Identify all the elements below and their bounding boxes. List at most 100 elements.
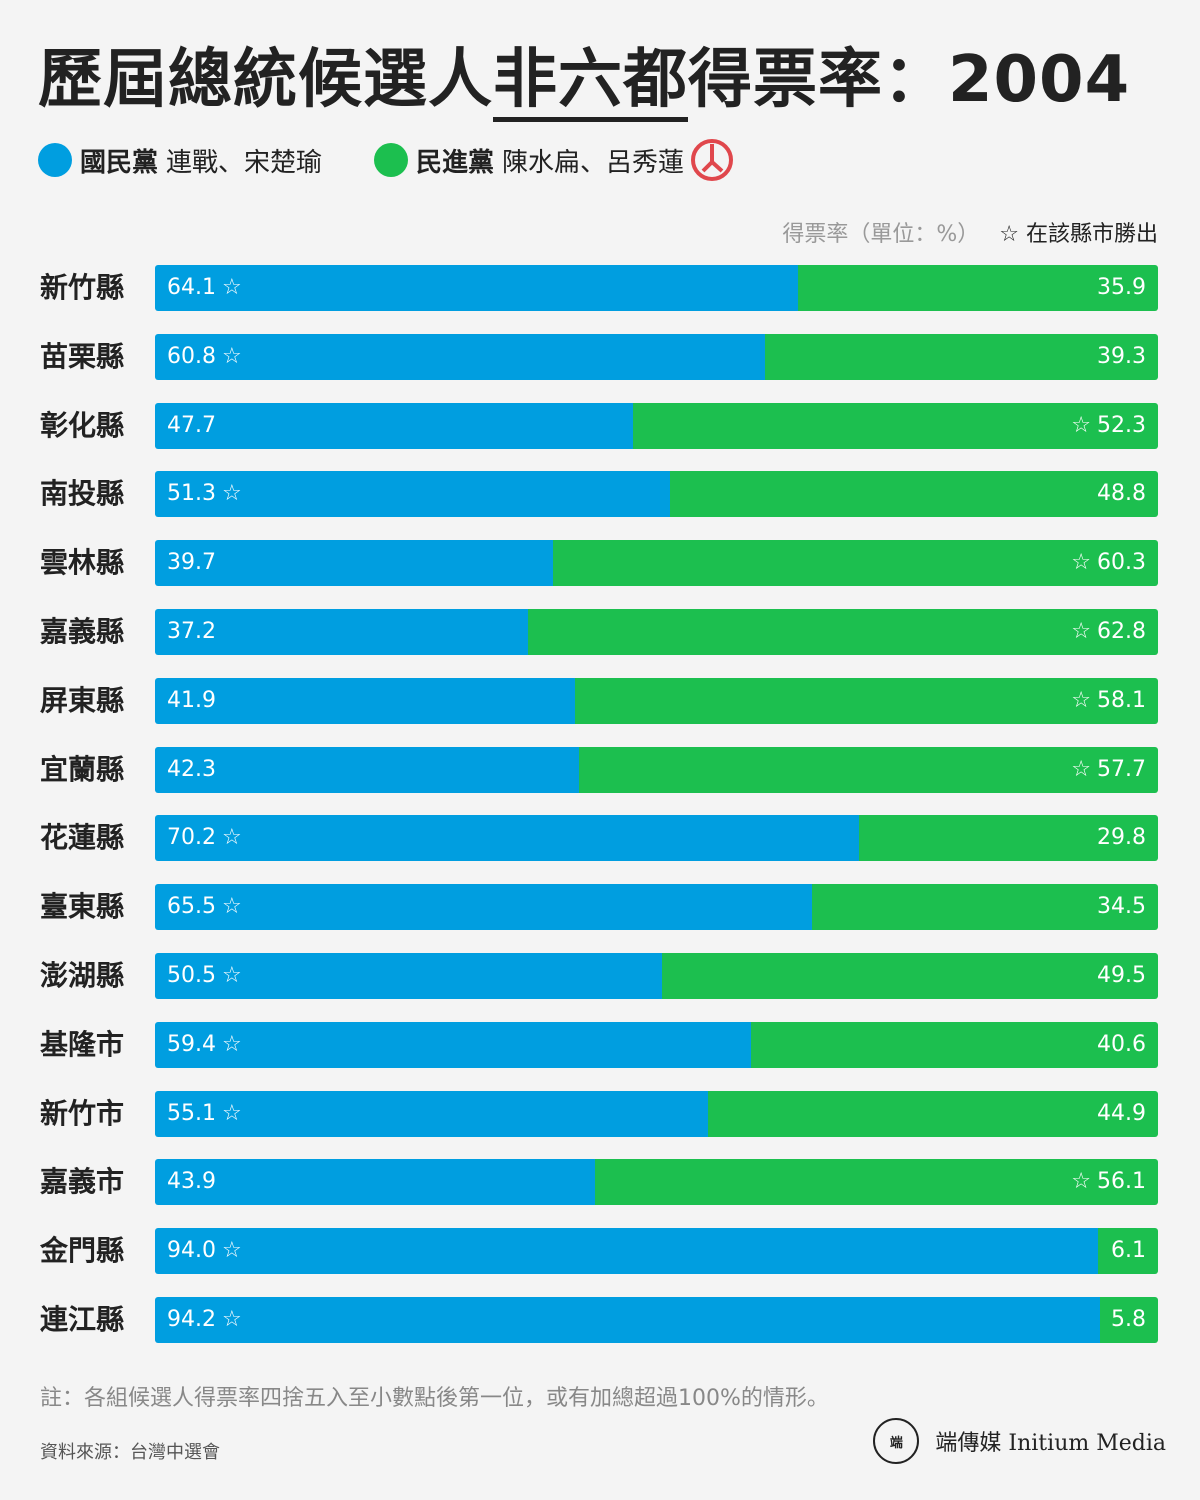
stacked-bar: 60.8 ☆ 39.3 xyxy=(155,333,1158,380)
value-label-kmt: 39.7 xyxy=(167,550,216,576)
bar-segment-kmt: 42.3 xyxy=(155,746,580,793)
value-label-kmt: 50.5 ☆ xyxy=(167,963,242,988)
source-note: 資料來源：台灣中選會 xyxy=(40,1442,220,1463)
unit-note: 得票率（單位：%） ☆ 在該縣市勝出 xyxy=(782,216,1158,248)
bar-segment-dpp: 34.5 xyxy=(811,884,1158,931)
value-label-kmt: 60.8 ☆ xyxy=(167,343,242,369)
category-label: 新竹市 xyxy=(40,1096,125,1130)
title-part-2-underlined: 非六都 xyxy=(493,43,688,122)
legend-party-kmt: 國民黨 xyxy=(80,147,159,178)
bar-row: 基隆市 59.4 ☆ 40.6 xyxy=(0,1021,1200,1068)
stacked-bar: 39.7 ☆ 60.3 xyxy=(155,540,1158,587)
dpp-color-dot xyxy=(374,143,409,177)
category-label: 屏東縣 xyxy=(40,683,125,717)
winner-star-icon: ☆ xyxy=(221,1031,242,1057)
bar-row: 金門縣 94.0 ☆ 6.1 xyxy=(0,1228,1200,1275)
bar-segment-kmt: 41.9 xyxy=(155,677,576,724)
category-label: 連江縣 xyxy=(40,1303,125,1336)
bar-segment-kmt: 47.7 xyxy=(155,402,634,449)
winner-star-icon: ☆ xyxy=(1071,619,1092,644)
value-label-dpp: ☆ 52.3 xyxy=(1071,412,1146,438)
winner-star-icon: ☆ xyxy=(221,1238,242,1264)
bar-row: 新竹市 55.1 ☆ 44.9 xyxy=(0,1090,1200,1137)
legend-candidates-dpp: 陳水扁、呂秀蓮 xyxy=(502,147,685,178)
stacked-bar: 51.3 ☆ 48.8 xyxy=(155,471,1158,518)
bar-segment-dpp: ☆ 52.3 xyxy=(633,402,1158,449)
bar-row: 彰化縣 47.7 ☆ 52.3 xyxy=(0,402,1200,449)
value-label-dpp: ☆ 60.3 xyxy=(1071,550,1146,576)
footnote: 註：各組候選人得票率四捨五入至小數點後第一位，或有加總超過100%的情形。 xyxy=(40,1386,829,1411)
stacked-bar: 94.2 ☆ 5.8 xyxy=(155,1297,1158,1343)
category-label: 嘉義縣 xyxy=(40,615,125,648)
legend-item-kmt: 國民黨 連戰、宋楚瑜 xyxy=(38,142,322,179)
bar-segment-dpp: ☆ 56.1 xyxy=(595,1159,1158,1206)
winner-star-icon: ☆ xyxy=(1071,687,1092,713)
category-label: 臺東縣 xyxy=(40,890,125,924)
bar-segment-dpp: 35.9 xyxy=(797,265,1158,311)
bar-row: 新竹縣 64.1 ☆ 35.9 xyxy=(0,265,1200,311)
winner-star-icon: ☆ xyxy=(221,343,242,369)
bar-row: 澎湖縣 50.5 ☆ 49.5 xyxy=(0,953,1200,999)
stacked-bar: 50.5 ☆ 49.5 xyxy=(155,953,1158,999)
value-label-dpp: 44.9 xyxy=(1097,1100,1146,1126)
legend: 國民黨 連戰、宋楚瑜 民進黨 陳水扁、呂秀蓮 xyxy=(38,138,786,182)
title-part-1: 歷屆總統候選人 xyxy=(38,43,493,117)
bar-segment-dpp: 44.9 xyxy=(707,1090,1158,1137)
bar-segment-kmt: 43.9 xyxy=(155,1159,596,1206)
bar-segment-kmt: 50.5 ☆ xyxy=(155,953,662,999)
value-label-kmt: 55.1 ☆ xyxy=(167,1100,242,1126)
value-label-dpp: ☆ 56.1 xyxy=(1071,1169,1146,1195)
category-label: 南投縣 xyxy=(40,477,125,511)
bar-row: 南投縣 51.3 ☆ 48.8 xyxy=(0,471,1200,518)
value-label-dpp: ☆ 62.8 xyxy=(1071,619,1146,644)
stacked-bar: 94.0 ☆ 6.1 xyxy=(155,1228,1158,1275)
stacked-bar: 59.4 ☆ 40.6 xyxy=(155,1021,1158,1068)
value-label-dpp: 40.6 xyxy=(1097,1031,1146,1057)
value-label-dpp: 34.5 xyxy=(1097,894,1146,920)
stacked-bar: 47.7 ☆ 52.3 xyxy=(155,402,1158,449)
bar-segment-kmt: 39.7 xyxy=(155,540,554,587)
kmt-color-dot xyxy=(38,143,72,177)
value-label-kmt: 42.3 xyxy=(167,756,216,782)
vote-stamp-icon xyxy=(691,139,734,181)
value-label-kmt: 59.4 ☆ xyxy=(167,1031,242,1057)
page-title: 歷屆總統候選人非六都得票率：2004 xyxy=(38,28,1130,122)
category-label: 基隆市 xyxy=(40,1027,125,1061)
bar-segment-dpp: ☆ 60.3 xyxy=(553,540,1158,587)
brand-name: 端傳媒 Initium Media xyxy=(935,1431,1166,1456)
bar-segment-dpp: ☆ 57.7 xyxy=(579,746,1158,793)
category-label: 澎湖縣 xyxy=(40,959,125,992)
value-label-dpp: 29.8 xyxy=(1097,825,1146,851)
legend-item-dpp: 民進黨 陳水扁、呂秀蓮 xyxy=(374,138,734,182)
value-label-kmt: 94.0 ☆ xyxy=(167,1238,242,1264)
bar-row: 臺東縣 65.5 ☆ 34.5 xyxy=(0,884,1200,931)
value-label-dpp: 48.8 xyxy=(1097,481,1146,507)
bar-segment-kmt: 51.3 ☆ xyxy=(155,471,670,518)
bar-row: 連江縣 94.2 ☆ 5.8 xyxy=(0,1297,1200,1343)
value-label-dpp: ☆ 57.7 xyxy=(1071,756,1146,782)
value-label-kmt: 41.9 xyxy=(167,687,216,713)
category-label: 宜蘭縣 xyxy=(40,752,125,786)
value-label-kmt: 43.9 xyxy=(167,1169,216,1195)
stacked-bar: 65.5 ☆ 34.5 xyxy=(155,884,1158,931)
bar-row: 花蓮縣 70.2 ☆ 29.8 xyxy=(0,815,1200,862)
winner-star-icon: ☆ xyxy=(221,894,242,920)
category-label: 苗栗縣 xyxy=(40,339,125,373)
value-label-kmt: 64.1 ☆ xyxy=(167,275,242,300)
category-label: 新竹縣 xyxy=(40,271,125,304)
bar-segment-kmt: 37.2 xyxy=(155,609,529,655)
value-label-kmt: 70.2 ☆ xyxy=(167,825,242,851)
brand: 端 端傳媒 Initium Media xyxy=(873,1416,1166,1466)
category-label: 嘉義市 xyxy=(40,1165,125,1199)
category-label: 雲林縣 xyxy=(40,546,125,580)
winner-star-icon: ☆ xyxy=(221,275,242,300)
winner-star-icon: ☆ xyxy=(221,1307,242,1332)
bar-segment-kmt: 65.5 ☆ xyxy=(155,884,812,931)
winner-star-icon: ☆ xyxy=(221,1100,242,1126)
winner-star-icon: ☆ xyxy=(1071,756,1092,782)
bar-segment-kmt: 70.2 ☆ xyxy=(155,815,860,862)
value-label-kmt: 37.2 xyxy=(167,619,216,644)
stacked-bar: 42.3 ☆ 57.7 xyxy=(155,746,1158,793)
unit-label: 得票率（單位：%） xyxy=(782,222,980,247)
winner-star-icon: ☆ xyxy=(1071,550,1092,576)
